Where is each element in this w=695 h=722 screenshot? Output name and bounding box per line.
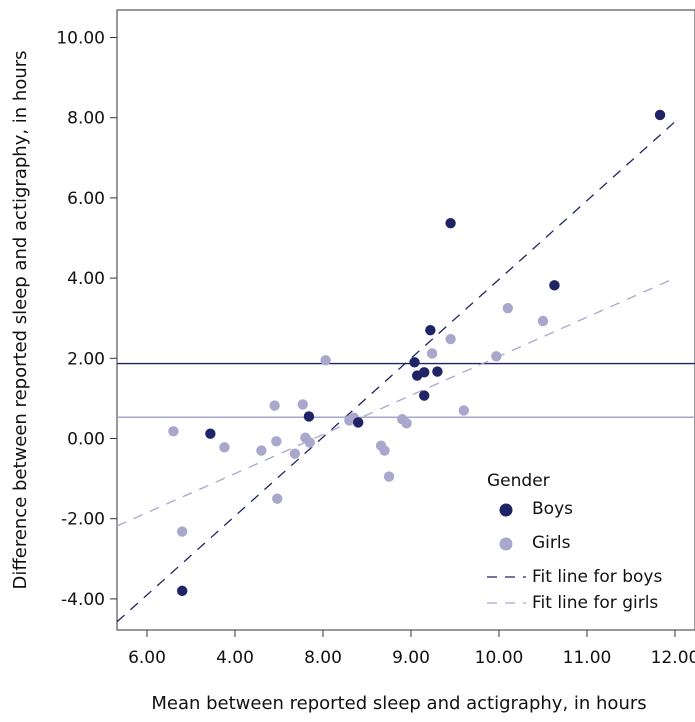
x-tick-label: 4.00	[216, 648, 254, 668]
y-tick-label: -4.00	[61, 590, 105, 610]
points-layer	[168, 109, 666, 597]
boys-data-point	[432, 366, 443, 377]
boys-data-point	[419, 390, 430, 401]
girls-data-point	[491, 351, 502, 362]
girls-data-point	[168, 426, 179, 437]
girls-data-point	[297, 399, 308, 410]
y-tick-label: 2.00	[67, 349, 105, 369]
girls-data-point	[177, 526, 188, 537]
legend-girls-fit-label: Fit line for girls	[532, 593, 658, 613]
boys-data-point	[409, 357, 420, 368]
x-tick-label: 8.00	[304, 648, 342, 668]
y-tick-label: 8.00	[67, 109, 105, 129]
legend-title: Gender	[487, 471, 550, 491]
legend-boys-marker	[499, 503, 513, 517]
y-tick-label: 10.00	[56, 29, 105, 49]
legend-girls-marker	[499, 537, 513, 551]
girls-data-point	[445, 333, 456, 345]
girls-data-point	[401, 418, 412, 429]
girls-data-point	[256, 445, 267, 456]
boys-data-point	[425, 325, 436, 336]
girls-data-point	[383, 471, 395, 482]
x-tick-label: 9.00	[392, 648, 430, 668]
x-tick-label: 10.00	[475, 648, 524, 668]
x-tick-label: 6.00	[128, 648, 166, 668]
plot-frame	[116, 9, 695, 631]
girls-data-point	[379, 445, 390, 456]
legend-boys-fit-label: Fit line for boys	[532, 567, 662, 587]
boys-fit-line	[116, 121, 676, 623]
girls-data-point	[320, 355, 331, 366]
girls-data-point	[272, 493, 283, 504]
girls-data-point	[502, 302, 513, 314]
girls-data-point	[219, 442, 230, 453]
y-tick-label: 6.00	[67, 189, 105, 209]
boys-data-point	[303, 411, 315, 422]
axes-layer: 6.00 4.00 8.00 9.00 10.00 11.00 12.00 10.00 8.00…	[56, 29, 695, 669]
y-axis-title: Difference between reported sleep and ac…	[10, 50, 31, 589]
boys-data-point	[654, 109, 666, 121]
boys-data-point	[353, 417, 364, 428]
x-tick-label: 12.00	[651, 648, 695, 668]
boys-data-point	[445, 217, 456, 229]
lines-layer	[116, 121, 695, 623]
boys-data-point	[177, 585, 188, 597]
legend: Gender Boys Girls Fit line for boys Fit …	[487, 471, 662, 613]
boys-data-point	[549, 280, 560, 291]
y-tick-label: 4.00	[67, 269, 105, 289]
girls-data-point	[458, 405, 469, 416]
girls-data-point	[269, 400, 280, 411]
girls-data-point	[537, 315, 549, 327]
x-tick-label: 11.00	[563, 648, 612, 668]
y-tick-label: -2.00	[61, 510, 105, 530]
legend-boys-label: Boys	[532, 499, 573, 519]
girls-data-point	[289, 448, 301, 459]
girls-fit-line	[116, 277, 676, 527]
boys-data-point	[419, 367, 430, 378]
legend-girls-label: Girls	[532, 533, 571, 553]
girls-data-point	[304, 437, 315, 448]
girls-data-point	[271, 436, 282, 447]
girls-data-point	[426, 348, 438, 359]
y-tick-label: 0.00	[67, 430, 105, 450]
x-axis-title: Mean between reported sleep and actigrap…	[151, 693, 646, 714]
boys-data-point	[205, 428, 216, 439]
